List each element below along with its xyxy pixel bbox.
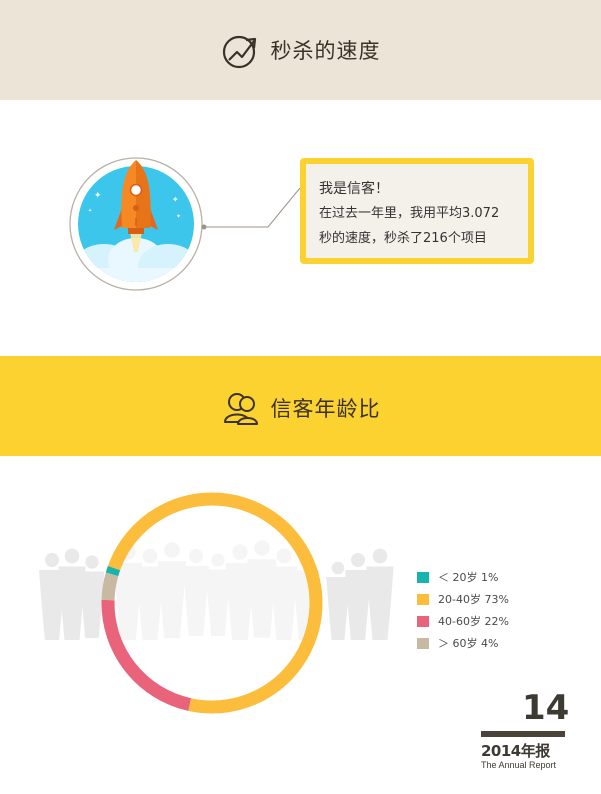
- person-silhouette: [113, 544, 143, 640]
- report-subtitle: The Annual Report: [481, 760, 557, 770]
- person-silhouette: [345, 553, 371, 640]
- person-silhouette: [366, 548, 394, 640]
- legend-item: ＞ 60岁 4%: [417, 632, 509, 654]
- legend-label: ＞ 60岁 4%: [438, 637, 499, 650]
- legend-swatch: [417, 615, 429, 627]
- bubble-line-3: 秒的速度，秒杀了216个项目: [319, 231, 487, 246]
- speech-bubble: 我是信客！ 在过去一年里，我用平均3.072 秒的速度，秒杀了216个项目: [300, 158, 534, 264]
- page-number: 14: [522, 688, 570, 728]
- speech-bubble-content: 我是信客！ 在过去一年里，我用平均3.072 秒的速度，秒杀了216个项目: [306, 164, 528, 258]
- header-band-speed: [0, 0, 601, 100]
- svg-text:✦: ✦: [176, 213, 181, 220]
- section-title-age: 信客年龄比: [0, 388, 601, 428]
- rocket-icon: ✦ ✦ ✦ ✦: [69, 157, 203, 291]
- report-title: 2014年报: [481, 742, 550, 760]
- legend-swatch: [417, 637, 429, 649]
- section-title-speed: 秒杀的速度: [0, 30, 601, 70]
- donut-slice: [101, 599, 192, 711]
- donut-slice: [101, 572, 119, 601]
- legend-item: 40-60岁 22%: [417, 610, 509, 632]
- person-silhouette: [58, 548, 86, 640]
- chart-legend: ＜ 20岁 1% 20-40岁 73% 40-60岁 22% ＞ 60岁 4%: [417, 566, 509, 654]
- donut-hole: [114, 505, 310, 701]
- legend-label: 40-60岁 22%: [438, 615, 509, 628]
- person-silhouette: [39, 553, 65, 640]
- bubble-line-2: 在过去一年里，我用平均3.072: [319, 206, 500, 221]
- rocket-badge: ✦ ✦ ✦ ✦: [68, 156, 204, 292]
- person-silhouette: [157, 542, 187, 638]
- person-silhouette: [183, 549, 209, 636]
- legend-swatch: [417, 593, 429, 605]
- legend-item: ＜ 20岁 1%: [417, 566, 509, 588]
- svg-text:✦: ✦: [88, 208, 92, 214]
- section-title-age-text: 信客年龄比: [270, 397, 381, 421]
- person-silhouette: [326, 561, 350, 640]
- legend-label: 20-40岁 73%: [438, 593, 509, 606]
- footer-divider: [481, 731, 565, 737]
- person-silhouette: [247, 540, 277, 638]
- header-band-age: [0, 356, 601, 456]
- users-icon: [223, 393, 258, 425]
- donut-slice: [105, 565, 121, 577]
- bubble-line-1: 我是信客！: [319, 181, 389, 197]
- legend-item: 20-40岁 73%: [417, 588, 509, 610]
- trending-up-circle-icon: [222, 35, 256, 69]
- crowd-silhouettes: [39, 540, 394, 640]
- svg-text:✦: ✦: [94, 191, 102, 201]
- legend-swatch: [417, 571, 429, 583]
- legend-label: ＜ 20岁 1%: [438, 571, 499, 584]
- person-silhouette: [293, 553, 319, 640]
- person-silhouette: [79, 555, 105, 638]
- person-silhouette: [270, 548, 298, 640]
- svg-text:✦: ✦: [172, 195, 179, 204]
- person-silhouette: [205, 553, 231, 636]
- donut-slice: [107, 492, 323, 714]
- person-silhouette: [225, 544, 255, 640]
- section-title-speed-text: 秒杀的速度: [270, 39, 381, 63]
- person-silhouette: [136, 548, 164, 640]
